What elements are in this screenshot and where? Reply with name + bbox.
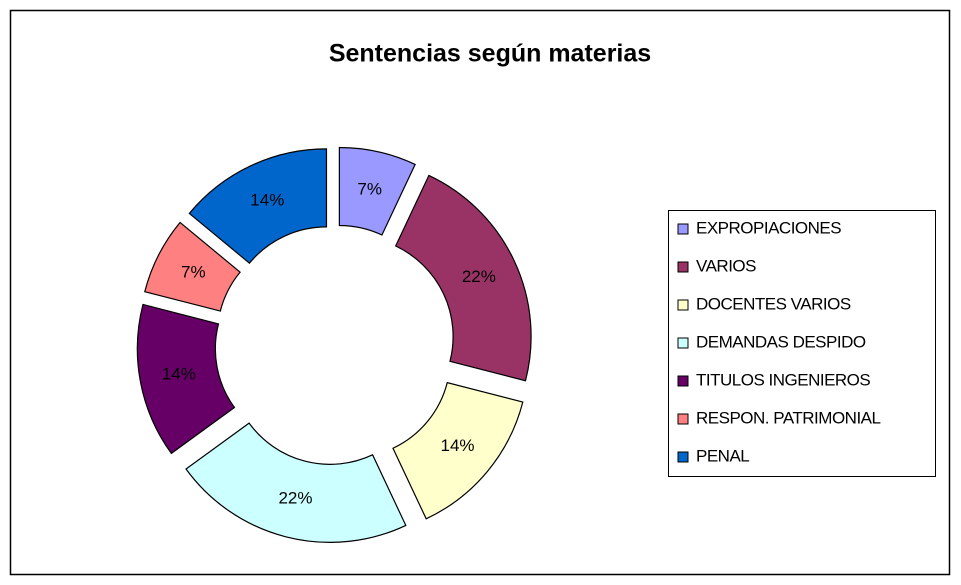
- data-label: 22%: [278, 488, 312, 507]
- legend-swatch: [677, 337, 689, 349]
- legend-swatch: [677, 223, 689, 235]
- donut-slice: [392, 381, 524, 520]
- data-label: 14%: [250, 191, 284, 210]
- legend-label: DEMANDAS DESPIDO: [696, 332, 866, 351]
- legend-label: VARIOS: [696, 256, 756, 275]
- data-label: 14%: [162, 364, 196, 383]
- donut-slice: [144, 221, 241, 312]
- donut-slice: [338, 146, 416, 236]
- donut-slice: [136, 303, 236, 455]
- donut-slice: [394, 174, 532, 382]
- legend-swatch: [677, 451, 689, 463]
- donut-slice: [188, 148, 328, 265]
- data-label: 7%: [357, 179, 382, 198]
- legend-swatch: [677, 375, 689, 387]
- legend-swatch: [677, 299, 689, 311]
- legend-label: TITULOS INGENIEROS: [696, 370, 870, 389]
- legend-label: EXPROPIACIONES: [696, 218, 841, 237]
- data-label: 7%: [181, 262, 206, 281]
- data-label: 14%: [440, 436, 474, 455]
- chart-title: Sentencias según materias: [329, 40, 651, 68]
- donut-slice: [185, 422, 407, 543]
- legend-label: DOCENTES VARIOS: [696, 294, 851, 313]
- legend-swatch: [677, 261, 689, 273]
- legend-box: [668, 210, 936, 477]
- legend-label: RESPON. PATRIMONIAL: [696, 408, 881, 427]
- data-label: 22%: [462, 267, 496, 286]
- legend-swatch: [677, 413, 689, 425]
- legend-label: PENAL: [696, 446, 749, 465]
